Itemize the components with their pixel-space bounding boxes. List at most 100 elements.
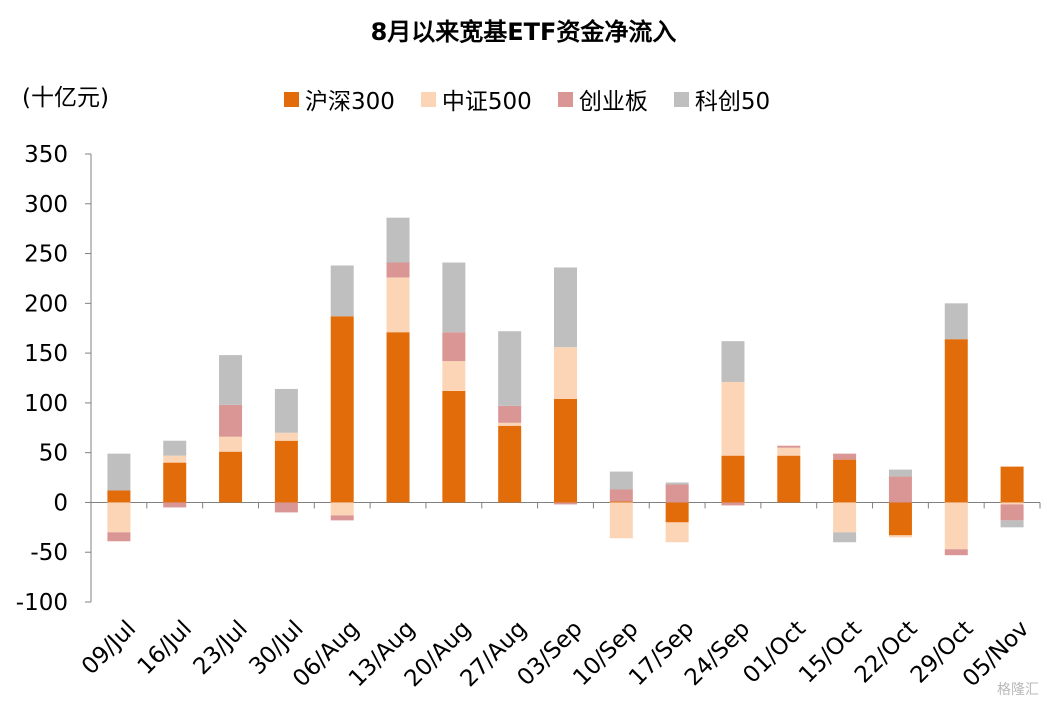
bar-segment-cyb xyxy=(442,332,466,362)
y-tick-label: 300 xyxy=(24,192,68,218)
legend-label-cyb: 创业板 xyxy=(578,89,648,115)
bar-segment-zz500 xyxy=(665,522,689,543)
bar-segment-kc50 xyxy=(107,453,131,491)
bar-segment-zz500 xyxy=(386,277,410,333)
bar-segment-hs300 xyxy=(163,462,187,503)
bar-segment-zz500 xyxy=(163,455,187,463)
y-tick-label: -100 xyxy=(16,590,68,616)
bar-segment-hs300 xyxy=(107,490,131,503)
legend-item-hs300: 沪深300 xyxy=(284,82,395,116)
bar-segment-zz500 xyxy=(609,502,633,539)
bar-segment-zz500 xyxy=(833,502,857,533)
legend-item-cyb: 创业板 xyxy=(557,82,648,116)
bar-segment-cyb xyxy=(219,404,243,437)
bar-segment-kc50 xyxy=(665,482,689,485)
bar-segment-kc50 xyxy=(833,532,857,543)
y-tick-label: 200 xyxy=(24,291,68,317)
bar-segment-cyb xyxy=(609,489,633,502)
bar-segment-kc50 xyxy=(721,341,745,382)
legend-item-kc50: 科创50 xyxy=(673,82,771,116)
bar-segment-zz500 xyxy=(1000,502,1024,505)
bar-segment-cyb xyxy=(721,502,745,506)
bar-segment-hs300 xyxy=(274,440,298,503)
x-tick-label: 09/Jul xyxy=(77,616,141,680)
bar-segment-zz500 xyxy=(442,361,466,391)
y-tick-label: 350 xyxy=(24,142,68,168)
bar-segment-kc50 xyxy=(274,388,298,433)
legend: 沪深300 中证500 创业板 科创50 xyxy=(284,82,796,116)
bar-segment-cyb xyxy=(163,502,187,508)
x-tick-label: 01/Oct xyxy=(738,616,811,689)
y-tick-label: 0 xyxy=(53,490,68,516)
legend-label-zz500: 中证500 xyxy=(441,89,532,115)
y-tick-label: -50 xyxy=(30,540,68,566)
legend-swatch-kc50 xyxy=(673,91,689,107)
bar-segment-hs300 xyxy=(330,316,354,503)
bar-segment-hs300 xyxy=(498,425,522,503)
bar-segment-zz500 xyxy=(721,381,745,456)
y-tick-label: 250 xyxy=(24,242,68,268)
bar-segment-cyb xyxy=(665,484,689,503)
bar-segment-hs300 xyxy=(609,501,633,503)
bar-segment-cyb xyxy=(386,262,410,278)
x-tick-label: 15/Oct xyxy=(794,616,867,689)
bar-segment-hs300 xyxy=(1000,466,1024,503)
bar-segment-hs300 xyxy=(944,339,968,503)
bar-segment-cyb xyxy=(274,502,298,513)
bar-segment-zz500 xyxy=(219,436,243,452)
x-tick-label: 22/Oct xyxy=(850,616,923,689)
bar-segment-zz500 xyxy=(274,432,298,441)
bar-segment-cyb xyxy=(498,405,522,423)
bar-segment-kc50 xyxy=(944,303,968,340)
chart-title: 8月以来宽基ETF资金净流入 xyxy=(370,18,677,46)
bar-segment-hs300 xyxy=(833,459,857,503)
legend-swatch-cyb xyxy=(557,91,573,107)
legend-swatch-hs300 xyxy=(284,91,299,107)
bar-segment-cyb xyxy=(554,502,577,505)
bar-segment-kc50 xyxy=(442,262,466,333)
bar-segment-kc50 xyxy=(330,265,354,317)
bar-segment-cyb xyxy=(888,476,912,503)
bar-segment-zz500 xyxy=(777,447,801,456)
bar-segment-zz500 xyxy=(888,535,912,538)
legend-label-hs300: 沪深300 xyxy=(305,89,395,115)
bar-segment-cyb xyxy=(107,532,131,542)
bar-segment-kc50 xyxy=(609,471,633,490)
bar-segment-hs300 xyxy=(442,390,466,503)
bar-segment-zz500 xyxy=(107,502,131,533)
bar-segment-kc50 xyxy=(386,217,410,263)
bar-segment-zz500 xyxy=(554,347,577,399)
bar-segment-hs300 xyxy=(554,398,577,503)
x-tick-label: 23/Jul xyxy=(189,616,253,680)
legend-item-zz500: 中证500 xyxy=(420,82,532,116)
bar-segment-zz500 xyxy=(498,422,522,426)
legend-swatch-zz500 xyxy=(420,91,436,107)
x-tick-label: 16/Jul xyxy=(133,616,197,680)
bar-segment-kc50 xyxy=(888,469,912,477)
bar-segment-cyb xyxy=(330,515,354,521)
bar-segment-zz500 xyxy=(944,502,968,550)
bar-segment-cyb xyxy=(777,445,801,448)
y-tick-label: 50 xyxy=(39,441,68,467)
bar-segment-cyb xyxy=(1000,504,1024,521)
watermark: 格隆汇 xyxy=(997,682,1039,698)
bar-segment-hs300 xyxy=(777,455,801,503)
y-tick-label: 100 xyxy=(24,391,68,417)
bar-segment-cyb xyxy=(944,549,968,556)
bar-segment-hs300 xyxy=(721,455,745,503)
bar-segment-hs300 xyxy=(665,502,689,523)
bar-segment-hs300 xyxy=(888,502,912,536)
bar-segment-hs300 xyxy=(386,332,410,503)
bar-segment-kc50 xyxy=(554,267,577,348)
y-tick-label: 150 xyxy=(24,341,68,367)
bar-segment-zz500 xyxy=(330,502,354,516)
bar-segment-kc50 xyxy=(163,440,187,456)
bar-segment-kc50 xyxy=(219,355,243,405)
bar-segment-cyb xyxy=(833,453,857,460)
legend-label-kc50: 科创50 xyxy=(694,89,771,115)
y-unit-label: (十亿元) xyxy=(22,85,109,111)
bar-segment-hs300 xyxy=(219,451,243,503)
bar-segment-kc50 xyxy=(498,331,522,406)
